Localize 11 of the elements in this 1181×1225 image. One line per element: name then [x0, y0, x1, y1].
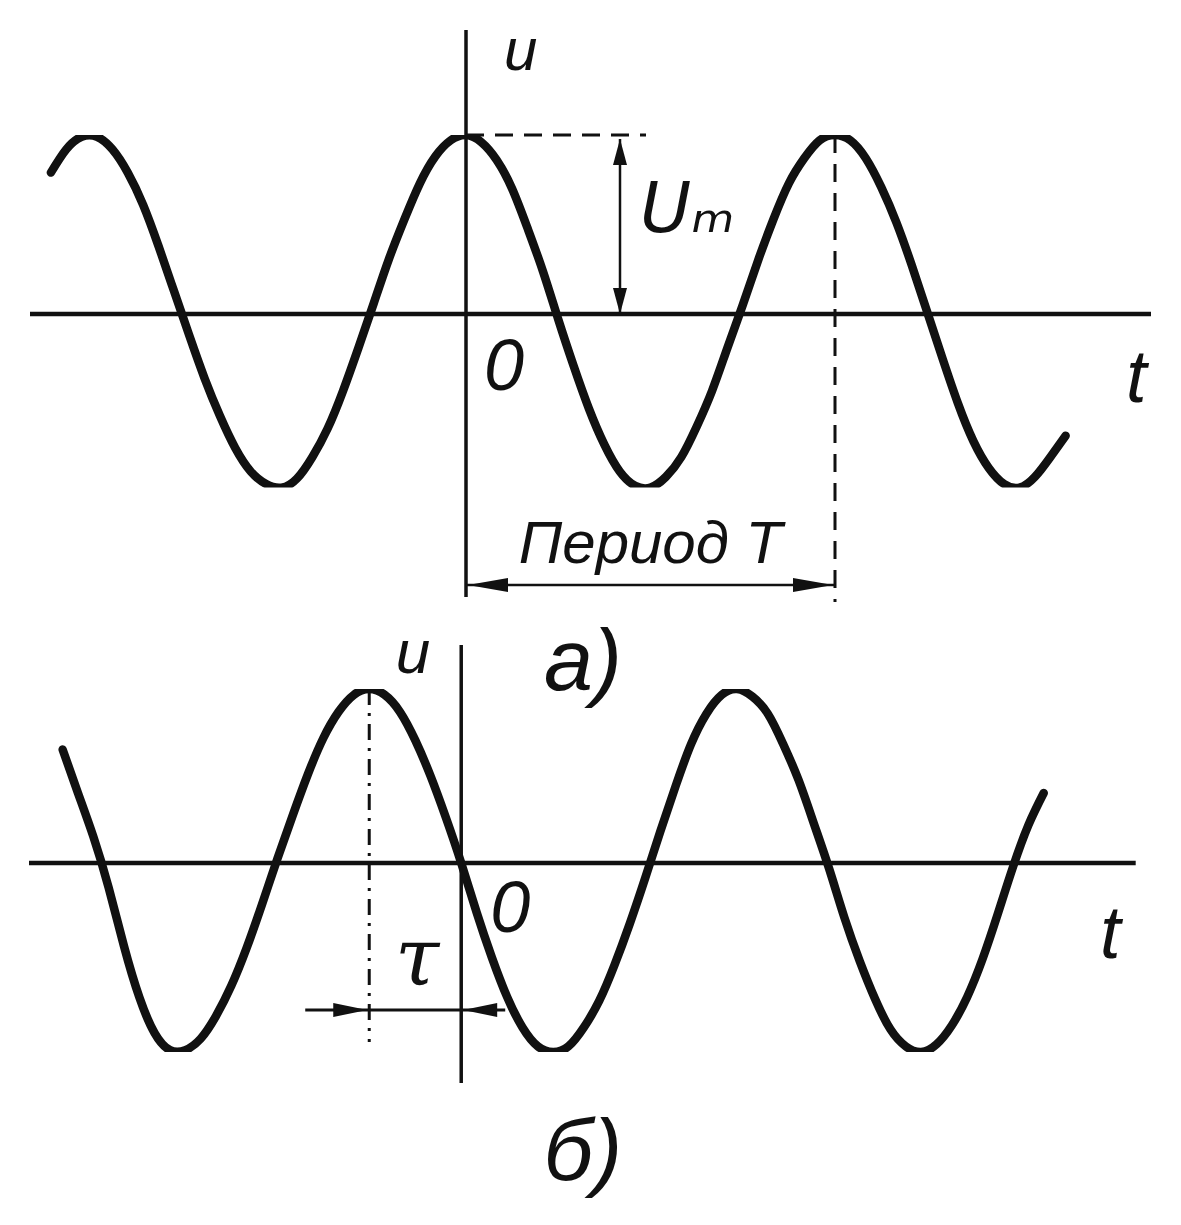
x-axis-title: t — [1100, 891, 1124, 974]
annotation: τ — [395, 911, 442, 1004]
annotation: Uₘ — [640, 167, 735, 250]
x-axis-title: t — [1126, 335, 1150, 418]
y-axis-title: u — [504, 16, 538, 83]
text: а) — [543, 610, 623, 709]
text: Период T — [518, 509, 787, 576]
y-axis-title: u — [395, 617, 431, 686]
text: б) — [543, 1100, 623, 1199]
annotation: 0 — [490, 867, 531, 947]
annotation: 0 — [483, 325, 525, 405]
